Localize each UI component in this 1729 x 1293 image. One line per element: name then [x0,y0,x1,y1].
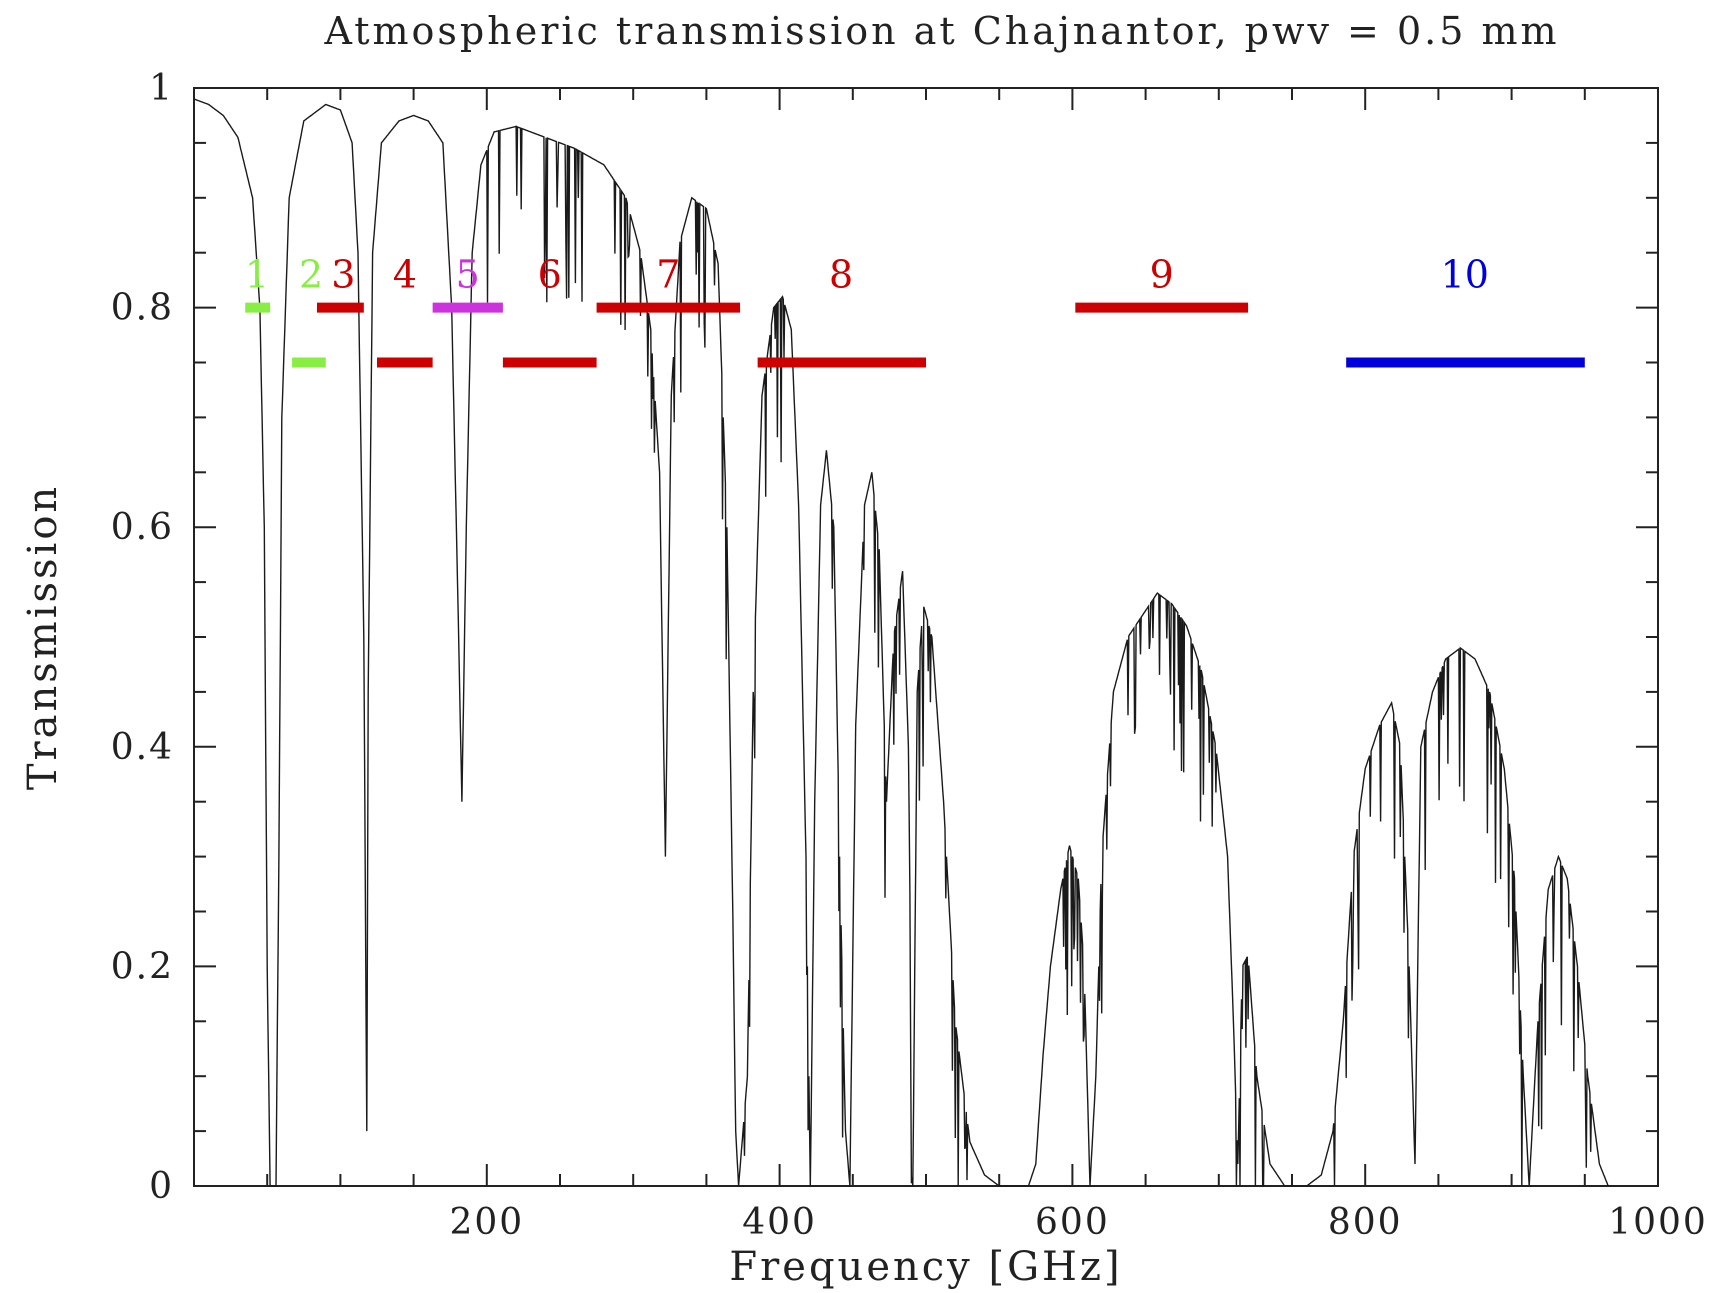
transmission-curve [193,98,1609,1187]
chart-title: Atmospheric transmission at Chajnantor, … [323,9,1559,53]
x-tick-label: 1000 [1608,1202,1708,1243]
y-axis-label: Transmission [20,484,66,790]
transmission-line [193,98,1609,1187]
band-label-3: 3 [331,253,355,297]
band-label-10: 10 [1441,253,1489,297]
x-tick-label: 800 [1328,1202,1403,1243]
y-tick-label: 0.8 [111,288,174,329]
band-label-2: 2 [299,253,323,297]
y-tick-label: 1 [149,68,174,109]
x-tick-labels: 200 400 600 800 1000 [449,1202,1708,1243]
band-label-8: 8 [829,253,853,297]
x-tick-label: 400 [742,1202,817,1243]
band-label-7: 7 [656,253,680,297]
y-tick-label: 0 [149,1166,174,1207]
band-label-4: 4 [393,253,417,297]
y-tick-label: 0.2 [111,946,174,987]
alma-bands: 1 2 3 4 5 6 7 8 9 10 [245,253,1585,368]
y-tick-label: 0.6 [111,507,174,548]
band-label-5: 5 [456,253,480,297]
y-tick-label: 0.4 [111,727,174,768]
x-axis-label: Frequency [GHz] [729,1244,1122,1290]
axis-ticks [194,88,1658,1186]
band-label-1: 1 [245,253,269,297]
y-tick-labels: 0 0.2 0.4 0.6 0.8 1 [111,68,174,1207]
x-tick-label: 200 [449,1202,524,1243]
x-tick-label: 600 [1035,1202,1110,1243]
band-label-9: 9 [1150,253,1174,297]
band-label-6: 6 [538,253,562,297]
